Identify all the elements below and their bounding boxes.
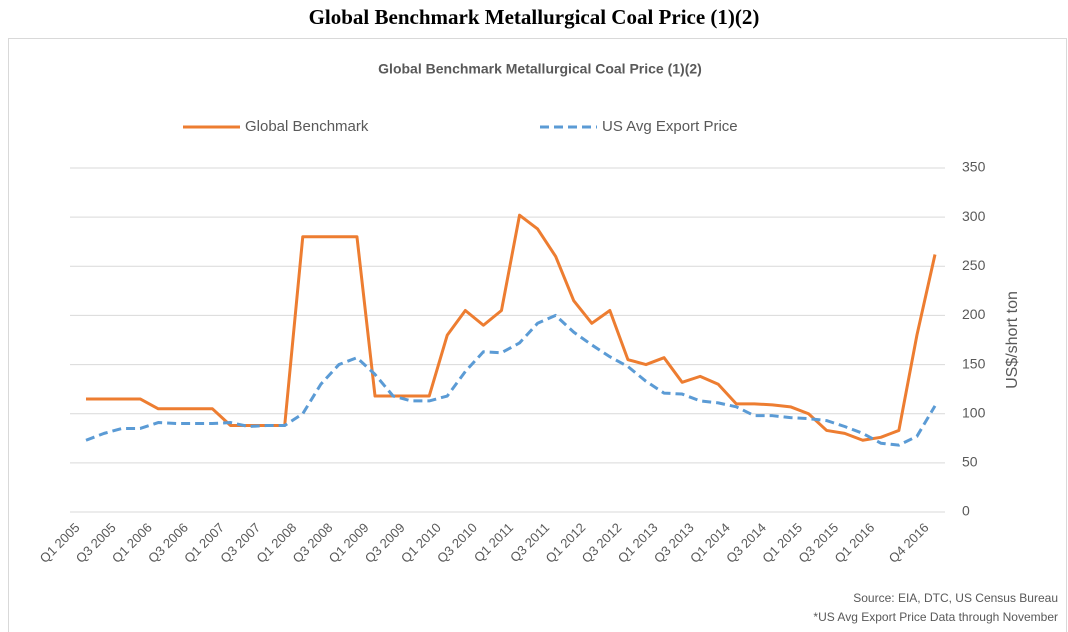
series-line bbox=[86, 213, 937, 442]
y-tick-label: 0 bbox=[962, 503, 970, 519]
y-tick-label: 300 bbox=[962, 208, 986, 224]
legend-label: Global Benchmark bbox=[245, 118, 369, 135]
y-tick-label: 100 bbox=[962, 404, 986, 420]
x-tick-label: Q1 2016 bbox=[831, 520, 877, 566]
footnote: *US Avg Export Price Data through Novemb… bbox=[813, 610, 1058, 624]
y-tick-label: 150 bbox=[962, 355, 986, 371]
series-line bbox=[85, 313, 937, 447]
x-tick-label: Q1 2011 bbox=[471, 520, 516, 565]
chart-title: Global Benchmark Metallurgical Coal Pric… bbox=[378, 61, 702, 77]
legend-label: US Avg Export Price bbox=[602, 118, 738, 135]
x-tick-label: Q3 2010 bbox=[434, 520, 480, 566]
page-title: Global Benchmark Metallurgical Coal Pric… bbox=[309, 5, 760, 29]
y-tick-label: 200 bbox=[962, 306, 986, 322]
x-tick-label: Q4 2016 bbox=[886, 520, 932, 566]
y-axis-label: US$/short ton bbox=[1004, 291, 1021, 389]
y-tick-label: 350 bbox=[962, 159, 986, 175]
source-note: Source: EIA, DTC, US Census Bureau bbox=[853, 591, 1058, 605]
chart-frame bbox=[8, 38, 1067, 632]
y-tick-label: 250 bbox=[962, 257, 986, 273]
y-tick-label: 50 bbox=[962, 454, 978, 470]
